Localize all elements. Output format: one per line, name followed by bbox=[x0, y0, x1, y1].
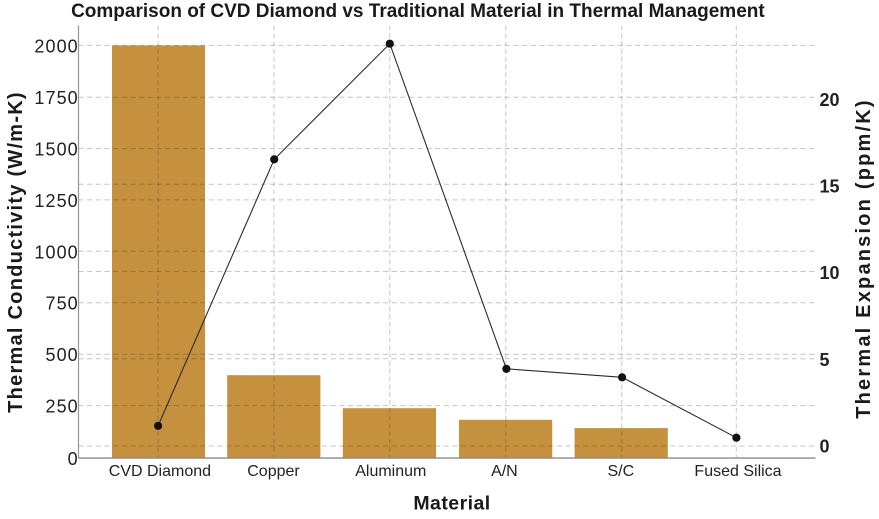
svg-text:Fused Silica: Fused Silica bbox=[694, 463, 781, 480]
svg-text:Comparison of CVD Diamond vs T: Comparison of CVD Diamond vs Traditional… bbox=[71, 1, 765, 22]
svg-text:500: 500 bbox=[45, 345, 78, 365]
svg-text:Thermal Conductivity (W/m-K): Thermal Conductivity (W/m-K) bbox=[5, 91, 27, 413]
svg-text:0: 0 bbox=[820, 437, 830, 457]
svg-text:750: 750 bbox=[45, 294, 78, 314]
svg-text:15: 15 bbox=[820, 177, 840, 197]
svg-text:A/N: A/N bbox=[491, 463, 518, 480]
svg-text:Material: Material bbox=[413, 493, 490, 515]
svg-text:1500: 1500 bbox=[34, 139, 78, 159]
svg-text:0: 0 bbox=[68, 449, 79, 469]
svg-text:1250: 1250 bbox=[34, 191, 78, 211]
svg-text:Thermal Expansion (ppm/K): Thermal Expansion (ppm/K) bbox=[853, 98, 875, 419]
svg-text:Aluminum: Aluminum bbox=[355, 463, 426, 480]
svg-text:1750: 1750 bbox=[34, 88, 78, 108]
svg-text:CVD Diamond: CVD Diamond bbox=[109, 463, 211, 480]
svg-text:Copper: Copper bbox=[247, 463, 300, 480]
svg-text:1000: 1000 bbox=[34, 242, 78, 262]
svg-text:20: 20 bbox=[820, 90, 840, 110]
svg-text:2000: 2000 bbox=[34, 37, 78, 57]
svg-text:10: 10 bbox=[820, 263, 840, 283]
svg-text:5: 5 bbox=[820, 350, 830, 370]
svg-text:S/C: S/C bbox=[607, 463, 634, 480]
svg-text:250: 250 bbox=[45, 397, 78, 417]
